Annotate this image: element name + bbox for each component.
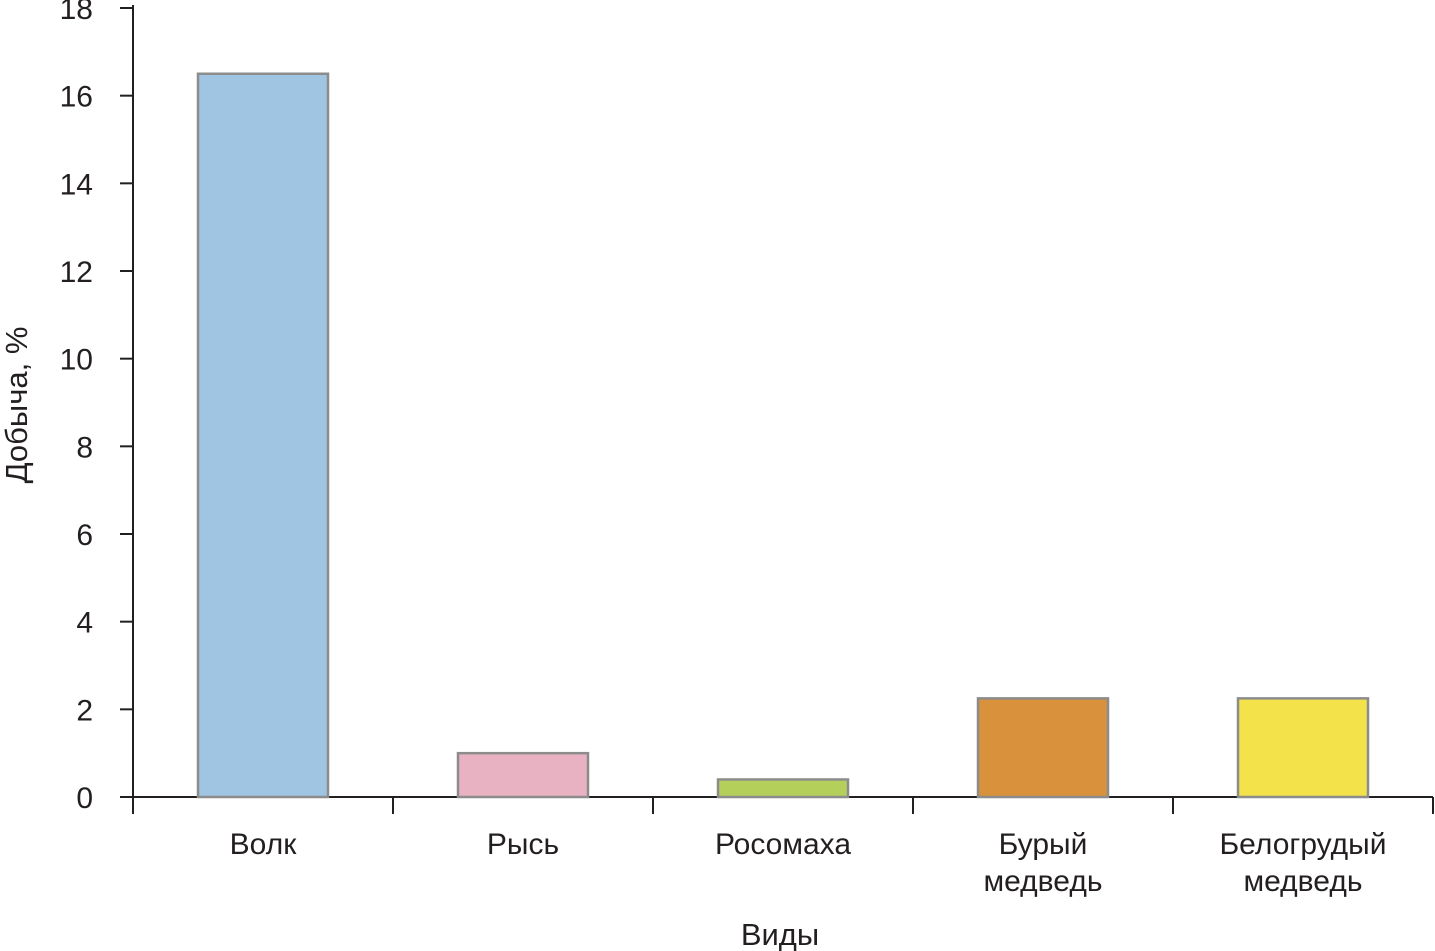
x-category-label: Росомаха [715, 828, 851, 861]
bar [716, 778, 850, 799]
x-category-label: Рысь [487, 828, 559, 861]
bar [1236, 697, 1370, 799]
x-category-label: Волк [230, 828, 298, 861]
category-labels: Волк Рысь Росомаха Бурый медведь Белогрудый ме… [230, 828, 1387, 898]
y-axis: 0 2 4 6 8 10 12 14 16 18 [60, 0, 134, 815]
x-category-label-line: Белогрудый [1219, 828, 1386, 861]
bar [196, 72, 330, 799]
y-tick-label: 6 [76, 519, 93, 552]
y-tick-label: 0 [76, 782, 93, 815]
x-axis [132, 796, 1434, 814]
y-tick-label: 8 [76, 431, 93, 464]
x-category-label-line: медведь [984, 865, 1103, 898]
x-category-label-line: медведь [1244, 865, 1363, 898]
bar [976, 697, 1110, 799]
x-category-label-line: Бурый [999, 828, 1088, 861]
x-axis-title: Виды [741, 917, 819, 951]
y-tick-label: 4 [76, 607, 93, 640]
y-tick-label: 10 [60, 344, 93, 377]
y-tick-label: 14 [60, 168, 93, 201]
bars [196, 72, 1370, 799]
y-tick-label: 12 [60, 256, 93, 289]
x-category-label: Бурый медведь [984, 828, 1103, 898]
x-category-label-line: Рысь [487, 828, 559, 861]
y-tick-label: 2 [76, 694, 93, 727]
bar [456, 751, 590, 799]
x-category-label-line: Росомаха [715, 828, 851, 861]
y-axis-title: Добыча, % [0, 327, 34, 484]
x-category-label-line: Волк [230, 828, 298, 861]
y-tick-label: 18 [60, 0, 93, 26]
y-tick-label: 16 [60, 81, 93, 114]
x-category-label: Белогрудый медведь [1219, 828, 1386, 898]
